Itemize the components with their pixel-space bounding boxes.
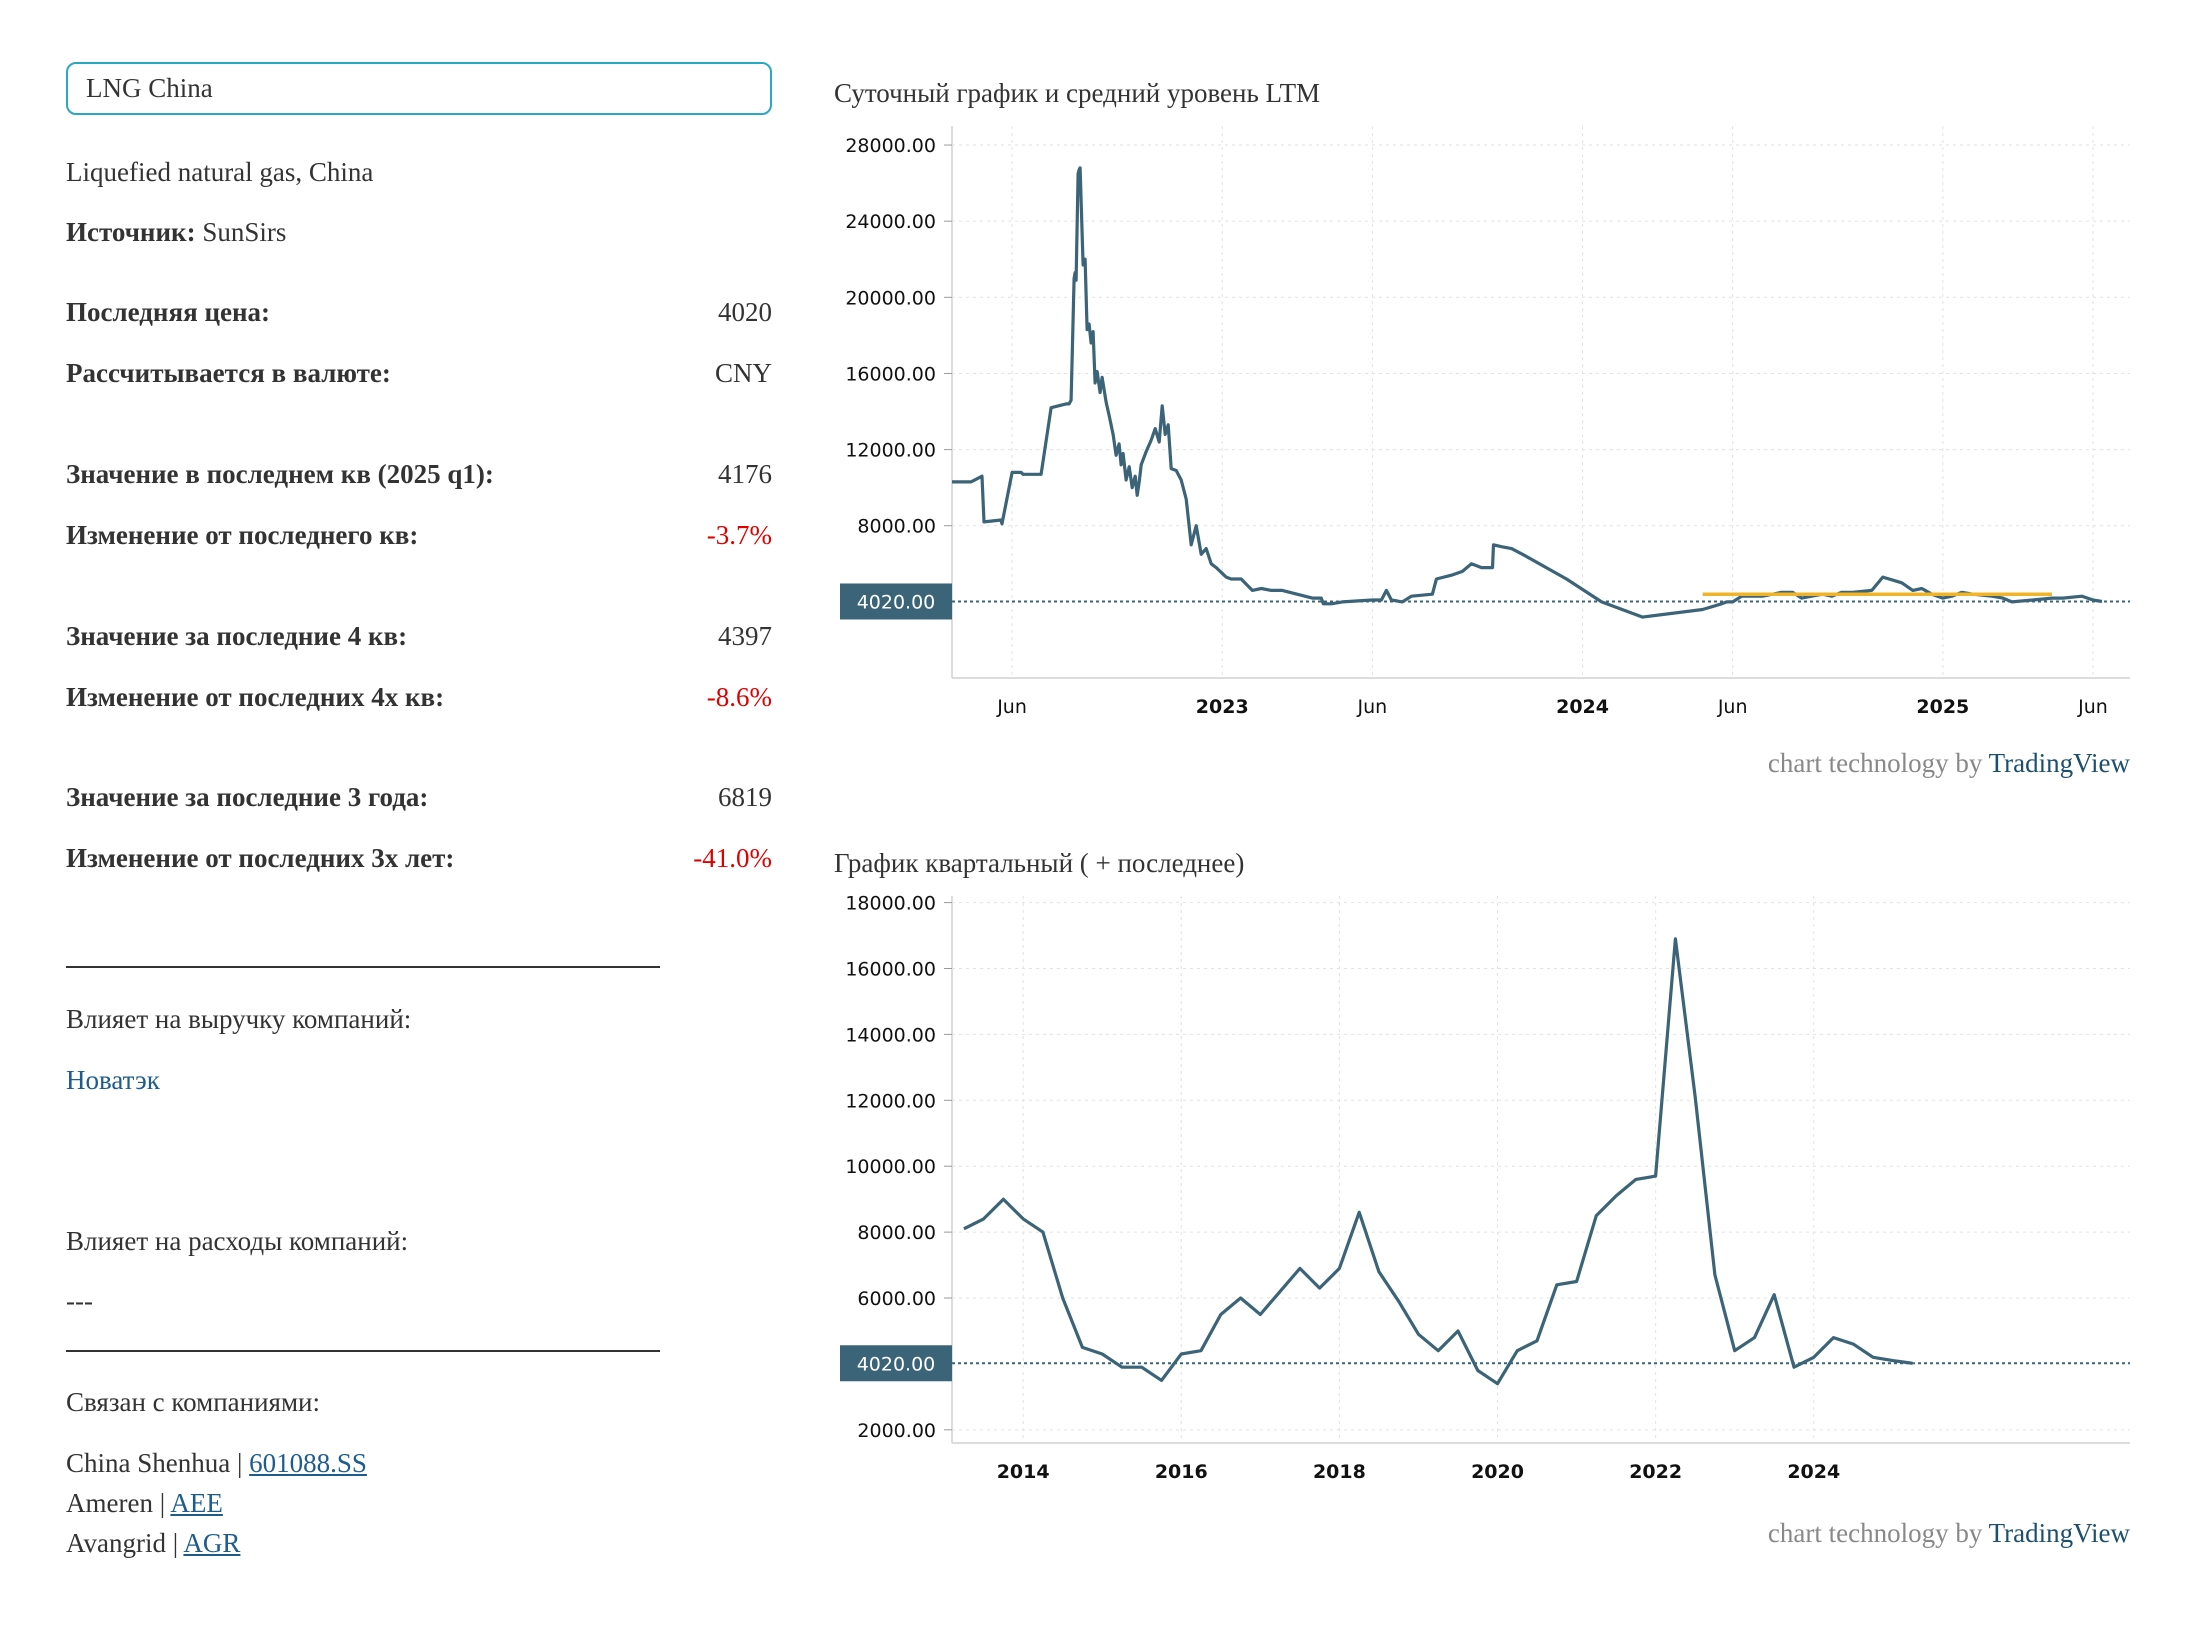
x-tick-label: 2020 [1471, 1461, 1524, 1483]
stat-row-3y-value: Значение за последние 3 года: 6819 [66, 782, 772, 813]
y-tick-label: 12000.00 [845, 440, 936, 462]
credit-prefix: chart technology by [1767, 1518, 1989, 1548]
price-series-line [952, 166, 2103, 619]
stat-row-currency: Рассчитывается в валюте: CNY [66, 358, 772, 389]
y-tick-label: 28000.00 [845, 135, 936, 157]
stat-value: 4397 [718, 621, 772, 651]
x-tick-label: 2023 [1196, 696, 1249, 718]
commodity-description: Liquefied natural gas, China [66, 157, 374, 187]
last-value-label: 4020.00 [857, 591, 936, 613]
x-tick-label: 2014 [997, 1461, 1050, 1483]
stat-row-3y-change: Изменение от последних 3х лет: -41.0% [66, 843, 772, 874]
separator: | [152, 1488, 171, 1518]
y-tick-label: 18000.00 [845, 893, 936, 915]
quarterly-chart[interactable]: 18000.00 16000.00 14000.00 12000.00 10000.00… [820, 888, 2140, 1508]
last-value-badge [840, 583, 952, 620]
x-tick-label: Jun [1357, 696, 1388, 718]
stat-label: Изменение от последнего кв: [66, 520, 419, 550]
ticker-link[interactable]: AEE [170, 1488, 223, 1518]
divider [66, 1350, 660, 1352]
stat-label: Значение в последнем кв (2025 q1): [66, 459, 494, 489]
separator: | [230, 1448, 250, 1478]
source-value: SunSirs [202, 217, 287, 247]
expenses-heading: Влияет на расходы компаний: [66, 1226, 409, 1256]
revenue-heading: Влияет на выручку компаний: [66, 1004, 412, 1034]
x-tick-label: 2018 [1313, 1461, 1366, 1483]
stat-label: Рассчитывается в валюте: [66, 358, 391, 388]
y-tick-label: 16000.00 [845, 958, 936, 980]
stat-value: 6819 [718, 782, 772, 812]
x-tick-label: 2025 [1916, 696, 1969, 718]
source-label: Источник: [66, 217, 196, 247]
stat-value: 4176 [718, 459, 772, 489]
last-value-label: 4020.00 [857, 1353, 936, 1375]
stat-label: Изменение от последних 4х кв: [66, 682, 445, 712]
company-name: Ameren [66, 1488, 153, 1518]
stat-value-negative: -8.6% [706, 682, 772, 712]
stat-value-negative: -41.0% [693, 843, 772, 873]
y-tick-label: 2000.00 [857, 1420, 936, 1442]
tradingview-link[interactable]: TradingView [1988, 1518, 2130, 1548]
stat-row-last-quarter: Значение в последнем кв (2025 q1): 4176 [66, 459, 772, 490]
ticker-link[interactable]: 601088.SS [249, 1448, 367, 1478]
credit-prefix: chart technology by [1767, 748, 1989, 778]
x-tick-label: 2022 [1629, 1461, 1682, 1483]
related-company-row: Avangrid | AGR [66, 1528, 240, 1559]
y-tick-label: 20000.00 [845, 287, 936, 309]
y-tick-label: 8000.00 [857, 516, 936, 538]
info-panel: Liquefied natural gas, China Источник: S… [66, 62, 772, 1558]
y-tick-label: 6000.00 [857, 1288, 936, 1310]
stat-label: Изменение от последних 3х лет: [66, 843, 455, 873]
stat-label: Значение за последние 4 кв: [66, 621, 408, 651]
y-tick-label: 16000.00 [845, 363, 936, 385]
x-tick-label: Jun [996, 696, 1027, 718]
stat-row-last-price: Последняя цена: 4020 [66, 297, 772, 328]
stat-value: 4020 [718, 297, 772, 327]
stat-row-quarter-change: Изменение от последнего кв: -3.7% [66, 520, 772, 551]
stat-row-4q-value: Значение за последние 4 кв: 4397 [66, 621, 772, 652]
daily-chart[interactable]: 28000.00 24000.00 20000.00 16000.00 12000.00… [820, 118, 2140, 738]
x-tick-label: 2016 [1155, 1461, 1208, 1483]
search-input[interactable] [66, 62, 772, 115]
stat-value-negative: -3.7% [706, 520, 772, 550]
company-name: China Shenhua [66, 1448, 231, 1478]
x-tick-label: 2024 [1787, 1461, 1840, 1483]
stat-label: Значение за последние 3 года: [66, 782, 429, 812]
ticker-link[interactable]: AGR [183, 1528, 241, 1558]
last-value-badge [840, 1345, 952, 1382]
y-tick-label: 10000.00 [845, 1156, 936, 1178]
separator: | [165, 1528, 184, 1558]
price-series-line [963, 937, 1913, 1386]
chart-credit[interactable]: chart technology by TradingView [1768, 748, 2130, 779]
source-line: Источник: SunSirs [66, 217, 286, 248]
x-tick-label: 2024 [1556, 696, 1609, 718]
stat-value: CNY [714, 358, 772, 388]
tradingview-link[interactable]: TradingView [1988, 748, 2130, 778]
divider [66, 966, 660, 968]
related-company-row: China Shenhua | 601088.SS [66, 1448, 367, 1479]
company-link-novatek[interactable]: Новатэк [66, 1065, 160, 1095]
y-tick-label: 8000.00 [857, 1222, 936, 1244]
stat-label: Последняя цена: [66, 297, 271, 327]
x-tick-label: Jun [1717, 696, 1748, 718]
daily-chart-title: Суточный график и средний уровень LTM [834, 78, 1321, 108]
x-tick-label: Jun [2077, 696, 2108, 718]
related-heading: Связан с компаниями: [66, 1387, 321, 1417]
y-tick-label: 14000.00 [845, 1024, 936, 1046]
chart-credit[interactable]: chart technology by TradingView [1768, 1518, 2130, 1549]
company-name: Avangrid [66, 1528, 166, 1558]
y-tick-label: 12000.00 [845, 1090, 936, 1112]
related-company-row: Ameren | AEE [66, 1488, 223, 1519]
quarterly-chart-title: График квартальный ( + последнее) [834, 848, 1245, 878]
expenses-value: --- [66, 1286, 93, 1316]
y-tick-label: 24000.00 [845, 211, 936, 233]
stat-row-4q-change: Изменение от последних 4х кв: -8.6% [66, 682, 772, 713]
